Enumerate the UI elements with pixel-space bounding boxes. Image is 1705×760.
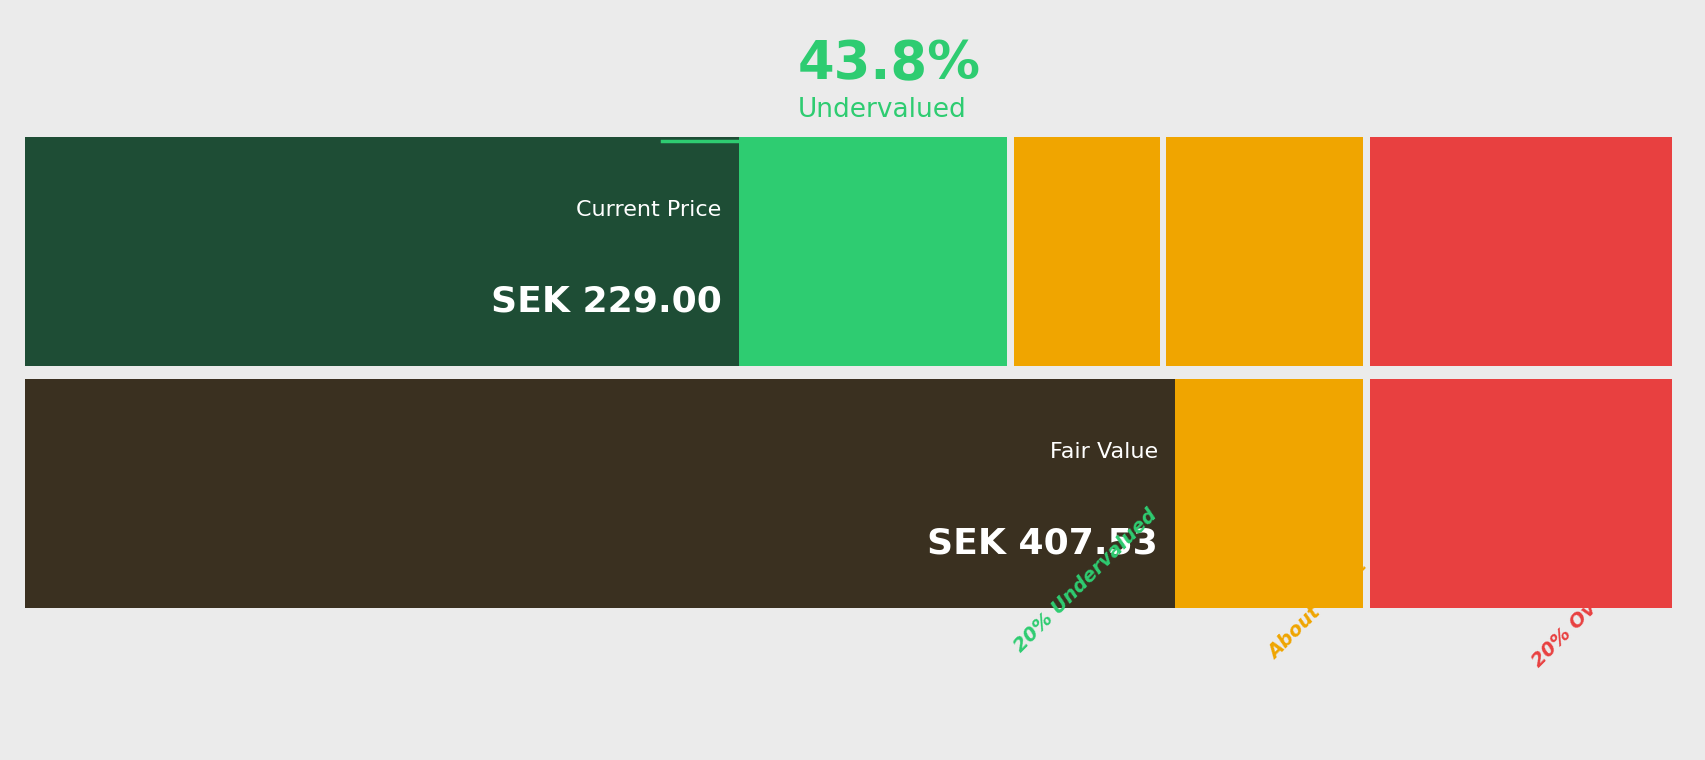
Bar [1159, 379, 1166, 608]
Text: About Right: About Right [1263, 557, 1371, 663]
Bar [1009, 379, 1163, 608]
Bar [1009, 137, 1163, 366]
Text: 43.8%: 43.8% [798, 39, 980, 90]
Bar [26, 137, 738, 366]
Text: Undervalued: Undervalued [798, 97, 967, 123]
Text: Current Price: Current Price [576, 200, 721, 220]
Bar [26, 137, 1009, 366]
Bar [1163, 137, 1366, 366]
Bar [1366, 379, 1671, 608]
Text: 20% Overvalued: 20% Overvalued [1528, 530, 1667, 671]
Bar [1163, 379, 1366, 608]
Bar [26, 379, 1175, 608]
Text: Fair Value: Fair Value [1049, 442, 1158, 462]
Bar [1362, 379, 1369, 608]
Bar [1006, 379, 1013, 608]
Text: SEK 407.53: SEK 407.53 [928, 527, 1158, 561]
Bar [1006, 137, 1013, 366]
Bar [26, 379, 1009, 608]
Bar [1159, 137, 1166, 366]
Bar [1366, 137, 1671, 366]
Text: 20% Undervalued: 20% Undervalued [1009, 505, 1159, 656]
Bar [1362, 137, 1369, 366]
Text: SEK 229.00: SEK 229.00 [491, 284, 721, 318]
